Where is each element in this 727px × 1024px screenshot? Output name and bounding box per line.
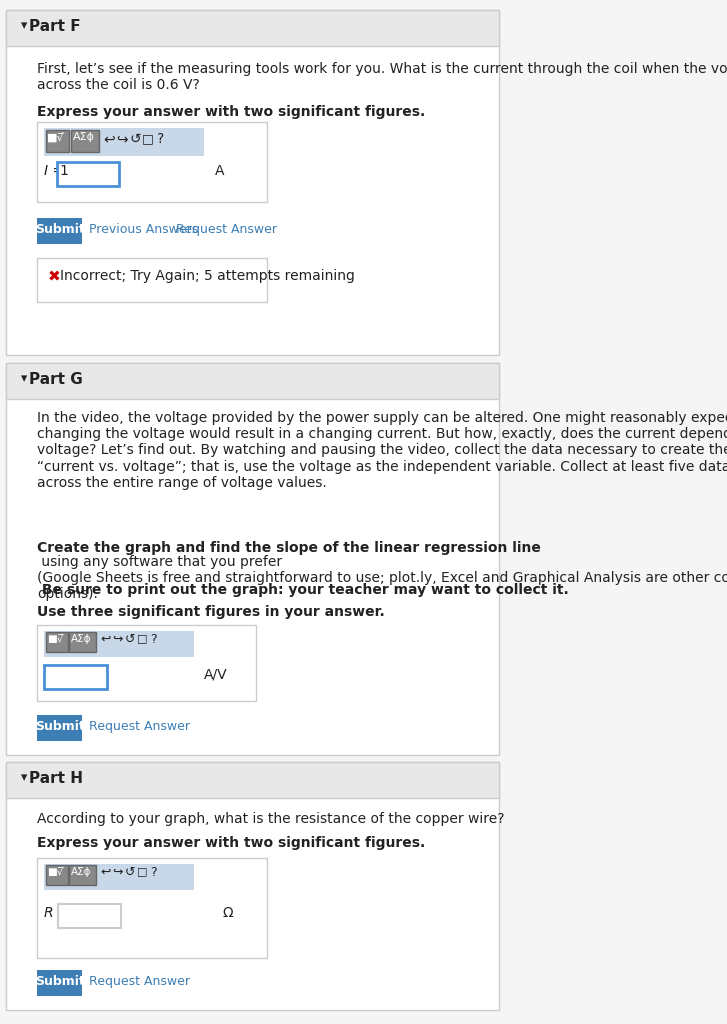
Text: ↪: ↪	[116, 132, 128, 146]
FancyBboxPatch shape	[6, 762, 499, 798]
Text: Create the graph and find the slope of the linear regression line: Create the graph and find the slope of t…	[38, 541, 542, 555]
Text: ?: ?	[150, 633, 156, 646]
Text: Incorrect; Try Again; 5 attempts remaining: Incorrect; Try Again; 5 attempts remaini…	[60, 269, 355, 283]
Text: In the video, the voltage provided by the power supply can be altered. One might: In the video, the voltage provided by th…	[38, 411, 727, 489]
Text: A: A	[215, 164, 225, 178]
FancyBboxPatch shape	[6, 362, 499, 399]
FancyBboxPatch shape	[44, 128, 204, 156]
Text: Part F: Part F	[29, 19, 81, 34]
Text: ΑΣϕ: ΑΣϕ	[71, 867, 92, 877]
Text: First, let’s see if the measuring tools work for you. What is the current throug: First, let’s see if the measuring tools …	[38, 62, 727, 92]
FancyBboxPatch shape	[6, 362, 499, 755]
Text: □: □	[137, 866, 148, 876]
FancyBboxPatch shape	[71, 130, 99, 152]
Text: Ω: Ω	[222, 906, 233, 920]
Text: ▾: ▾	[21, 19, 27, 32]
Text: ?: ?	[157, 132, 164, 146]
FancyBboxPatch shape	[38, 858, 267, 958]
Text: ΑΣϕ: ΑΣϕ	[73, 132, 95, 142]
FancyBboxPatch shape	[44, 631, 193, 657]
FancyBboxPatch shape	[6, 10, 499, 46]
Text: Part G: Part G	[29, 372, 83, 387]
FancyBboxPatch shape	[6, 762, 499, 1010]
Text: ■√̅: ■√̅	[47, 132, 65, 142]
Text: According to your graph, what is the resistance of the copper wire?: According to your graph, what is the res…	[38, 812, 505, 826]
FancyBboxPatch shape	[38, 970, 82, 996]
Text: Request Answer: Request Answer	[89, 720, 190, 733]
Text: □: □	[142, 132, 154, 145]
FancyBboxPatch shape	[58, 904, 121, 928]
FancyBboxPatch shape	[38, 218, 82, 244]
Text: Use three significant figures in your answer.: Use three significant figures in your an…	[38, 605, 385, 618]
FancyBboxPatch shape	[46, 632, 68, 652]
FancyBboxPatch shape	[38, 258, 267, 302]
Text: ↺: ↺	[129, 132, 141, 146]
FancyBboxPatch shape	[44, 864, 193, 890]
FancyBboxPatch shape	[57, 162, 119, 186]
Text: Express your answer with two significant figures.: Express your answer with two significant…	[38, 836, 426, 850]
Text: ↩: ↩	[100, 633, 111, 646]
Text: A/V: A/V	[204, 667, 227, 681]
Text: ↺: ↺	[125, 633, 135, 646]
Text: Request Answer: Request Answer	[177, 223, 278, 236]
Text: ▾: ▾	[21, 771, 27, 784]
Text: Submit: Submit	[35, 223, 84, 236]
Text: Part H: Part H	[29, 771, 83, 786]
Text: ■√̅: ■√̅	[47, 867, 63, 877]
Text: □: □	[137, 633, 148, 643]
FancyBboxPatch shape	[70, 632, 96, 652]
Text: ΑΣϕ: ΑΣϕ	[71, 634, 92, 644]
FancyBboxPatch shape	[70, 865, 96, 885]
Text: ✖: ✖	[47, 269, 60, 284]
FancyBboxPatch shape	[38, 715, 82, 741]
FancyBboxPatch shape	[44, 665, 107, 689]
FancyBboxPatch shape	[46, 865, 68, 885]
Text: Request Answer: Request Answer	[89, 975, 190, 988]
Text: Submit: Submit	[35, 720, 84, 733]
Text: ■√̅: ■√̅	[47, 634, 63, 644]
Text: ↪: ↪	[113, 633, 123, 646]
Text: ▾: ▾	[21, 372, 27, 385]
Text: Express your answer with two significant figures.: Express your answer with two significant…	[38, 105, 426, 119]
Text: Be sure to print out the graph: your teacher may want to collect it.: Be sure to print out the graph: your tea…	[38, 583, 569, 597]
Text: Submit: Submit	[35, 975, 84, 988]
Text: R =: R =	[44, 906, 70, 920]
Text: using any software that you prefer
(Google Sheets is free and straightforward to: using any software that you prefer (Goog…	[38, 555, 727, 601]
Text: ↺: ↺	[125, 866, 135, 879]
Text: 1: 1	[60, 164, 68, 178]
FancyBboxPatch shape	[46, 130, 70, 152]
FancyBboxPatch shape	[6, 10, 499, 355]
Text: ↩: ↩	[103, 132, 114, 146]
FancyBboxPatch shape	[38, 625, 256, 701]
Text: ?: ?	[150, 866, 156, 879]
Text: ↪: ↪	[113, 866, 123, 879]
FancyBboxPatch shape	[38, 122, 267, 202]
Text: Previous Answers: Previous Answers	[89, 223, 198, 236]
Text: ↩: ↩	[100, 866, 111, 879]
Text: I =: I =	[44, 164, 65, 178]
